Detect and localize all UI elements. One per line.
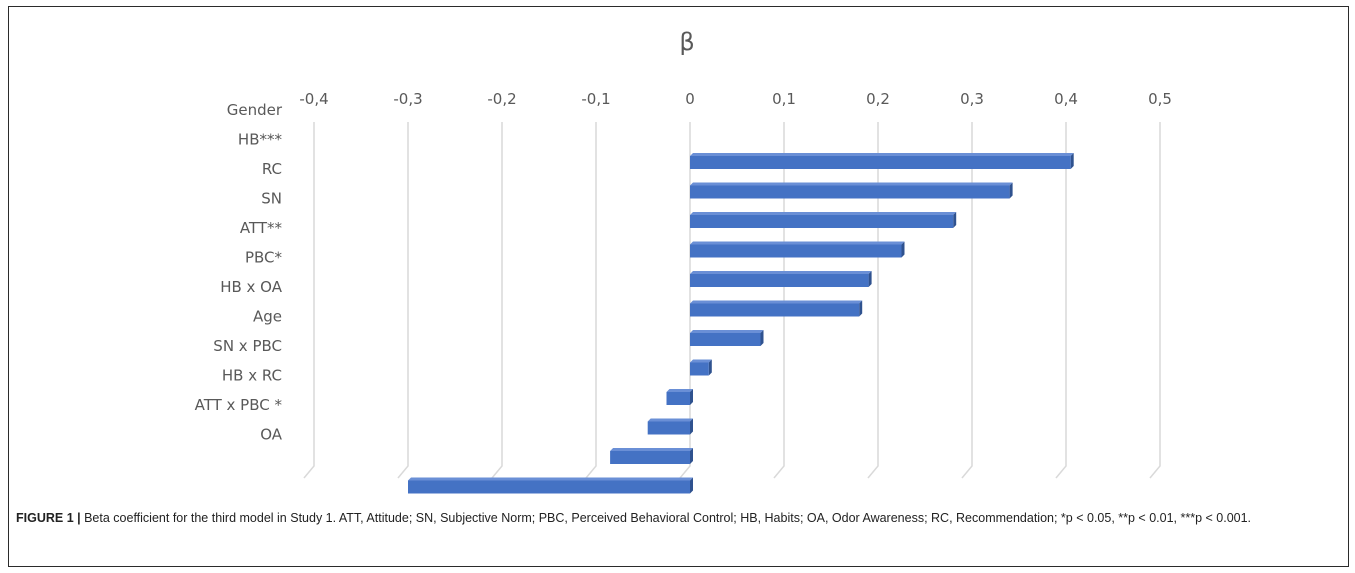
bar-front-face xyxy=(690,185,1010,199)
bar xyxy=(690,182,1013,199)
bar xyxy=(690,241,905,258)
bar-side-face xyxy=(760,330,764,346)
bar-side-face xyxy=(859,300,863,317)
category-labels: Gender HB*** RC SN ATT** PBC* HB x OA Age SN x P… xyxy=(195,101,283,444)
gridline xyxy=(303,122,315,479)
gridline xyxy=(585,122,597,479)
bar-front-face xyxy=(408,480,690,494)
x-tick-label: 0,2 xyxy=(866,90,890,108)
bars xyxy=(408,153,1074,494)
bar-front-face xyxy=(690,215,954,228)
category-label: SN x PBC xyxy=(213,337,282,355)
bar-side-face xyxy=(953,212,957,228)
bar-top-face xyxy=(666,389,693,392)
bar-front-face xyxy=(690,244,902,258)
bar-front-face xyxy=(690,362,709,376)
bar-side-face xyxy=(868,271,872,287)
bar-top-face xyxy=(690,182,1013,186)
bar-front-face xyxy=(690,333,761,346)
x-tick-label: 0,1 xyxy=(772,90,796,108)
bar-side-face xyxy=(690,477,693,494)
bar-front-face xyxy=(610,451,690,464)
category-label: SN xyxy=(261,190,282,208)
bar-top-face xyxy=(690,212,957,215)
bar xyxy=(408,477,693,494)
caption-text: Beta coefficient for the third model in … xyxy=(80,511,1252,525)
bar xyxy=(690,212,957,228)
gridline xyxy=(1055,122,1067,479)
bar xyxy=(647,418,693,435)
gridline xyxy=(961,122,973,479)
gridline xyxy=(491,122,503,479)
x-tick-label: 0,4 xyxy=(1054,90,1078,108)
bar xyxy=(690,300,863,317)
category-label: OA xyxy=(260,426,283,444)
beta-bar-chart: β -0,4 -0,3 -0,2 -0,1 0 0,1 0,2 0,3 0,4 0,5 Gende… xyxy=(195,28,1172,494)
bar xyxy=(690,330,764,346)
bar-side-face xyxy=(708,359,712,376)
bar-side-face xyxy=(1009,182,1013,199)
figure-caption: FIGURE 1 | Beta coefficient for the thir… xyxy=(16,509,1336,528)
x-tick-label: -0,2 xyxy=(487,90,516,108)
gridlines xyxy=(303,122,1161,479)
bar-front-face xyxy=(666,392,690,405)
x-tick-label: -0,4 xyxy=(299,90,328,108)
bar-top-face xyxy=(690,153,1074,156)
x-tick-label: 0 xyxy=(685,90,695,108)
gridline xyxy=(773,122,785,479)
category-label: Gender xyxy=(227,101,283,119)
bar-top-face xyxy=(690,271,872,274)
x-tick-labels: -0,4 -0,3 -0,2 -0,1 0 0,1 0,2 0,3 0,4 0,5 xyxy=(299,90,1172,108)
category-label: HB x OA xyxy=(220,278,283,296)
gridline xyxy=(679,122,691,479)
bar xyxy=(610,448,693,464)
bar-top-face xyxy=(647,418,693,422)
category-label: Age xyxy=(253,308,282,326)
bar-front-face xyxy=(690,156,1071,169)
bar xyxy=(690,271,872,287)
x-tick-label: -0,3 xyxy=(393,90,422,108)
bar-side-face xyxy=(901,241,905,258)
chart-title: β xyxy=(679,28,694,56)
bar-side-face xyxy=(690,389,693,405)
bar-top-face xyxy=(690,359,712,363)
bar xyxy=(666,389,693,405)
bar xyxy=(690,359,712,376)
bar-top-face xyxy=(408,477,693,481)
figure-frame xyxy=(8,6,1349,567)
bar-front-face xyxy=(647,421,690,435)
bar-front-face xyxy=(690,303,860,317)
category-label: PBC* xyxy=(245,249,283,267)
category-label: ATT** xyxy=(240,219,283,237)
bar-side-face xyxy=(1070,153,1074,169)
bar xyxy=(690,153,1074,169)
figure-label: FIGURE 1 | xyxy=(16,511,81,525)
category-label: RC xyxy=(262,160,282,178)
category-label: HB*** xyxy=(238,131,283,149)
gridline xyxy=(867,122,879,479)
x-tick-label: 0,3 xyxy=(960,90,984,108)
bar-top-face xyxy=(610,448,693,451)
bar-top-face xyxy=(690,300,863,304)
category-label: HB x RC xyxy=(222,367,282,385)
bar-top-face xyxy=(690,330,764,333)
gridline xyxy=(1149,122,1161,479)
x-tick-label: -0,1 xyxy=(581,90,610,108)
bar-front-face xyxy=(690,274,869,287)
gridline xyxy=(397,122,409,479)
x-tick-label: 0,5 xyxy=(1148,90,1172,108)
bar-side-face xyxy=(690,418,693,435)
category-label: ATT x PBC * xyxy=(195,396,283,414)
bar-side-face xyxy=(690,448,693,464)
bar-top-face xyxy=(690,241,905,245)
